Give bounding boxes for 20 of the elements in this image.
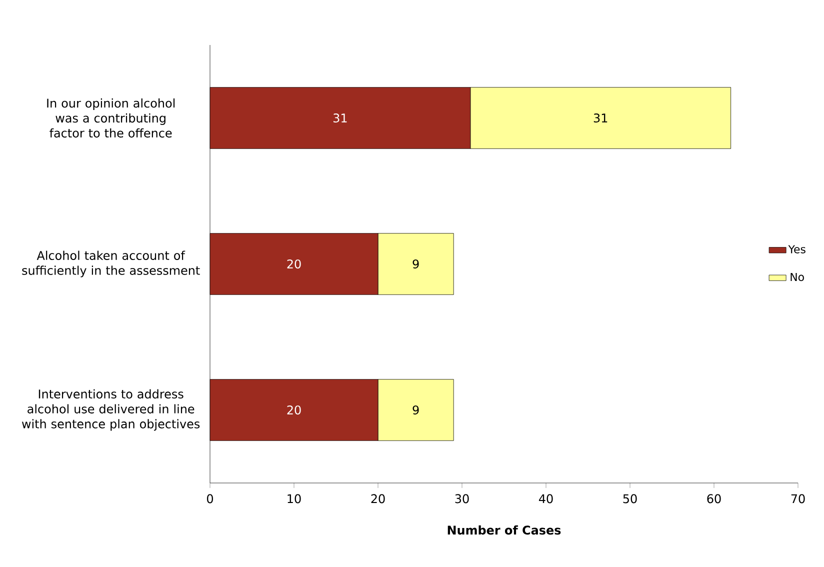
legend-label: Yes xyxy=(788,245,806,254)
y-tick-label: Interventions to address alcohol use delivered in line with sentence plan objectives xyxy=(22,389,200,431)
data-label: 20 xyxy=(287,259,301,269)
y-tick-label: Alcohol taken account of sufficiently in the assessment xyxy=(22,250,200,278)
x-tick-label: 60 xyxy=(707,494,721,504)
data-label: 20 xyxy=(287,405,301,415)
x-tick-label: 40 xyxy=(538,494,553,504)
x-tick-label: 0 xyxy=(206,494,214,504)
y-tick-label: In our opinion alcohol was a contributing factor to the offence xyxy=(47,98,175,138)
x-tick-label: 20 xyxy=(371,494,385,504)
data-label: 9 xyxy=(412,259,419,269)
x-tick-label: 70 xyxy=(791,494,805,504)
data-label: 9 xyxy=(412,405,419,415)
x-tick-label: 10 xyxy=(288,494,301,504)
x-tick-label: 50 xyxy=(623,494,637,504)
x-tick-label: 30 xyxy=(455,494,469,504)
data-label: 31 xyxy=(334,113,347,123)
x-axis-title: Number of Cases xyxy=(448,525,561,535)
legend-label: No xyxy=(790,272,804,282)
data-label: 31 xyxy=(594,113,608,123)
